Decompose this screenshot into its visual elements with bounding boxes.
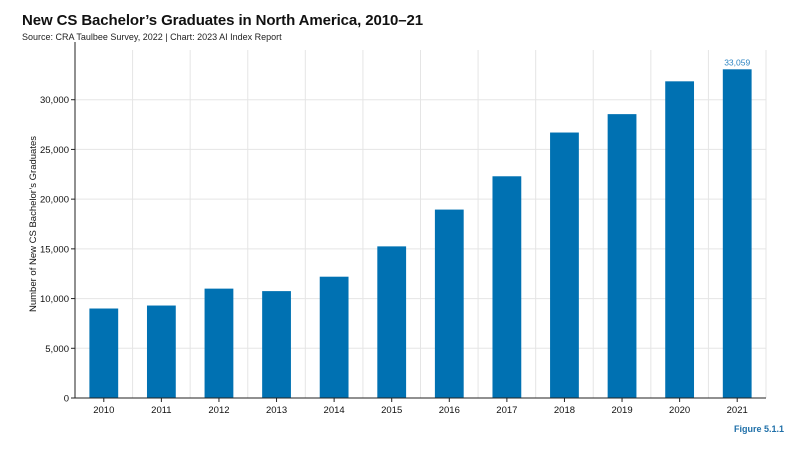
y-tick-label: 5,000 — [45, 344, 69, 355]
x-tick-label: 2020 — [669, 405, 690, 416]
x-tick-label: 2019 — [611, 405, 632, 416]
bar — [722, 69, 752, 399]
data-label: 33,059 — [724, 57, 750, 67]
chart-source: Source: CRA Taulbee Survey, 2022 | Chart… — [22, 32, 282, 42]
x-tick-label: 2014 — [324, 405, 345, 416]
labels: 0 5,000 10,000 15,000 20,000 25,000 30,000 2010… — [28, 57, 750, 416]
x-tick-label: 2013 — [266, 405, 287, 416]
y-axis-title: Number of New CS Bachelor’s Graduates — [28, 136, 39, 312]
bar — [204, 288, 234, 398]
chart-title: New CS Bachelor’s Graduates in North Ame… — [22, 12, 423, 29]
bar — [262, 291, 291, 398]
figure-label: Figure 5.1.1 — [733, 424, 784, 434]
y-tick-label: 0 — [64, 394, 69, 405]
y-tick-label: 20,000 — [40, 195, 69, 206]
axes — [71, 42, 766, 402]
bar — [607, 114, 637, 398]
y-tick-label: 15,000 — [40, 244, 69, 255]
bar — [377, 246, 407, 398]
y-tick-label: 30,000 — [40, 95, 69, 106]
y-tick-label: 10,000 — [40, 294, 69, 305]
x-tick-label: 2016 — [439, 405, 460, 416]
bar — [146, 305, 176, 398]
bar — [89, 308, 119, 398]
bar — [665, 81, 695, 398]
bars — [89, 69, 752, 399]
x-tick-label: 2012 — [208, 405, 229, 416]
bar — [492, 176, 522, 398]
x-tick-label: 2015 — [381, 405, 402, 416]
x-tick-label: 2021 — [727, 405, 748, 416]
bar — [434, 209, 464, 398]
bar — [319, 276, 349, 398]
x-tick-label: 2010 — [93, 405, 114, 416]
x-tick-label: 2017 — [496, 405, 517, 416]
y-tick-label: 25,000 — [40, 145, 69, 156]
x-tick-label: 2011 — [151, 405, 171, 416]
x-tick-label: 2018 — [554, 405, 575, 416]
bar — [550, 132, 579, 399]
grid-lines — [75, 50, 767, 398]
